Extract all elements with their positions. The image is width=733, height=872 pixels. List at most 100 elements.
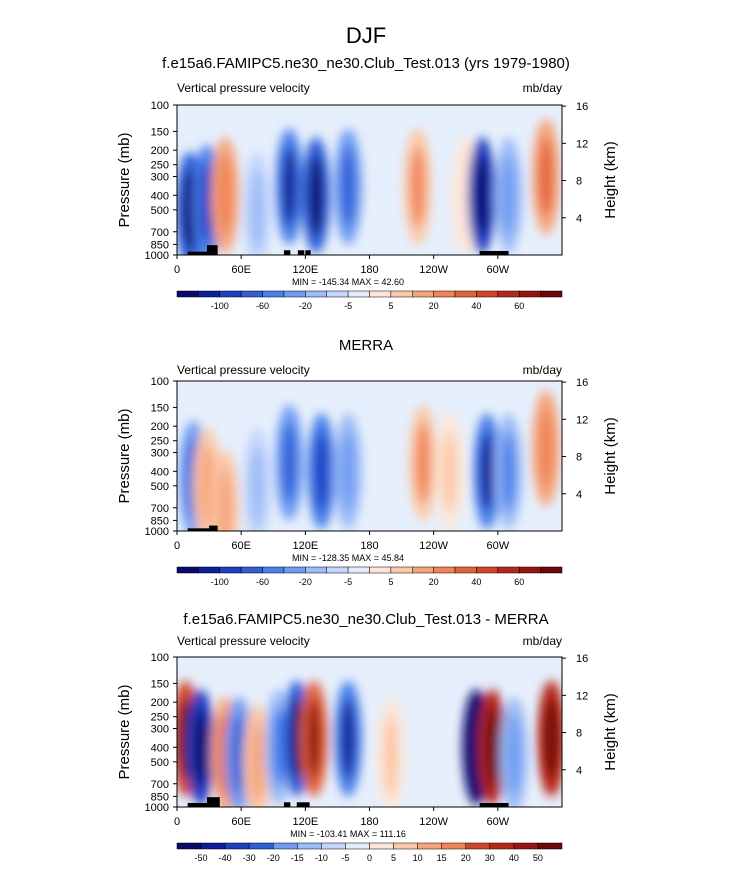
heatmap-features <box>179 390 560 531</box>
panel-stats: MIN = -145.34 MAX = 42.60 <box>292 277 404 287</box>
heatmap-feature-core <box>501 431 516 512</box>
y-tick-label: 500 <box>151 757 169 769</box>
colorbar-swatch <box>219 290 242 298</box>
colorbar-label: -5 <box>341 853 349 863</box>
x-tick-label: 120W <box>419 816 448 828</box>
heatmap-feature-core <box>442 431 457 512</box>
y-tick-label: 1000 <box>145 250 169 262</box>
heatmap-field <box>177 657 562 807</box>
colorbar-swatch <box>433 566 456 574</box>
topography-block <box>209 525 218 531</box>
colorbar-swatch <box>326 566 349 574</box>
y-tick-label: 150 <box>151 678 169 690</box>
colorbar-label: 0 <box>367 853 372 863</box>
heatmap-feature-core <box>341 146 356 227</box>
colorbar-swatch <box>454 566 477 574</box>
colorbar-swatch <box>176 842 202 850</box>
colorbar-swatch <box>540 566 563 574</box>
heatmap-feature-core <box>250 169 265 250</box>
y-right-tick-label: 16 <box>576 377 588 389</box>
colorbar-swatch <box>497 566 520 574</box>
colorbar-label: 5 <box>388 301 393 311</box>
colorbar-swatch <box>441 842 466 850</box>
panel-right-label: mb/day <box>523 363 562 377</box>
topography-block <box>187 528 210 531</box>
heatmap-feature-core <box>485 707 500 788</box>
panel-3: f.e15a6.FAMIPC5.ne30_ne30.Club_Test.013 … <box>116 611 619 863</box>
colorbar-swatch <box>262 290 285 298</box>
colorbar-swatch <box>305 566 327 574</box>
x-tick-label: 0 <box>174 264 180 276</box>
y-right-tick-label: 16 <box>576 101 588 113</box>
colorbar-swatch <box>417 842 442 850</box>
colorbar-swatch <box>433 290 456 298</box>
heatmap-feature-core <box>218 467 233 531</box>
heatmap-feature-core <box>218 155 233 236</box>
colorbar-label: 40 <box>471 301 481 311</box>
colorbar-swatch <box>326 290 349 298</box>
colorbar-label: 40 <box>471 577 481 587</box>
colorbar-swatch <box>454 290 477 298</box>
panel-left-label: Vertical pressure velocity <box>177 634 310 648</box>
y-axis-title: Pressure (mb) <box>116 408 133 503</box>
panel-left-label: Vertical pressure velocity <box>177 363 310 377</box>
colorbar-swatch <box>497 290 520 298</box>
heatmap-feature-core <box>501 155 516 236</box>
colorbar-label: -30 <box>243 853 256 863</box>
y-right-tick-label: 8 <box>576 728 582 740</box>
colorbar-swatch <box>219 566 242 574</box>
colorbar-swatch <box>518 290 541 298</box>
y-tick-label: 850 <box>151 791 169 803</box>
topography-block <box>283 250 291 255</box>
colorbar-label: -100 <box>211 577 229 587</box>
y-tick-label: 500 <box>151 205 169 217</box>
heatmap-feature-core <box>410 146 425 227</box>
heatmap-feature-core <box>271 707 286 788</box>
colorbar-swatch <box>224 842 250 850</box>
colorbar-swatch <box>489 842 515 850</box>
colorbar-label: -20 <box>299 577 312 587</box>
colorbar-swatch <box>305 290 327 298</box>
topography-block <box>206 797 220 807</box>
x-tick-label: 180 <box>360 264 378 276</box>
heatmap-feature-core <box>282 146 297 227</box>
y-right-tick-label: 12 <box>576 414 588 426</box>
x-tick-label: 0 <box>174 816 180 828</box>
heatmap-feature-core <box>538 136 553 217</box>
topography-block <box>296 802 310 807</box>
y-tick-label: 200 <box>151 145 169 157</box>
colorbar-label: 60 <box>514 301 524 311</box>
y-tick-label: 100 <box>151 100 169 112</box>
colorbar-swatch <box>240 290 263 298</box>
colorbar-swatch <box>369 566 392 574</box>
y-right-tick-label: 4 <box>576 489 582 501</box>
heatmap-feature-core <box>193 707 208 788</box>
y-tick-label: 700 <box>151 503 169 515</box>
colorbar-swatch <box>393 842 418 850</box>
y-tick-label: 200 <box>151 697 169 709</box>
y-tick-label: 150 <box>151 402 169 414</box>
panel-subtitle: f.e15a6.FAMIPC5.ne30_ne30.Club_Test.013 … <box>183 611 548 628</box>
x-tick-label: 120E <box>292 540 318 552</box>
heatmap-feature-core <box>341 431 356 512</box>
colorbar-swatch <box>200 842 226 850</box>
colorbar-label: -20 <box>267 853 280 863</box>
x-tick-label: 120W <box>419 264 448 276</box>
topography-block <box>187 802 212 807</box>
colorbar-swatch <box>465 842 491 850</box>
y-right-axis-title: Height (km) <box>602 141 619 219</box>
colorbar-swatch <box>513 842 539 850</box>
y-tick-label: 100 <box>151 652 169 664</box>
heatmap-feature-core <box>232 714 247 795</box>
colorbar-swatch <box>412 290 434 298</box>
y-right-tick-label: 8 <box>576 176 582 188</box>
heatmap-feature-core <box>538 408 553 489</box>
colorbar-label: 5 <box>391 853 396 863</box>
colorbar-label: 20 <box>461 853 471 863</box>
x-tick-label: 60W <box>487 264 510 276</box>
colorbar-label: -100 <box>211 301 229 311</box>
y-tick-label: 150 <box>151 126 169 138</box>
x-tick-label: 120W <box>419 540 448 552</box>
topography-block <box>305 250 311 255</box>
